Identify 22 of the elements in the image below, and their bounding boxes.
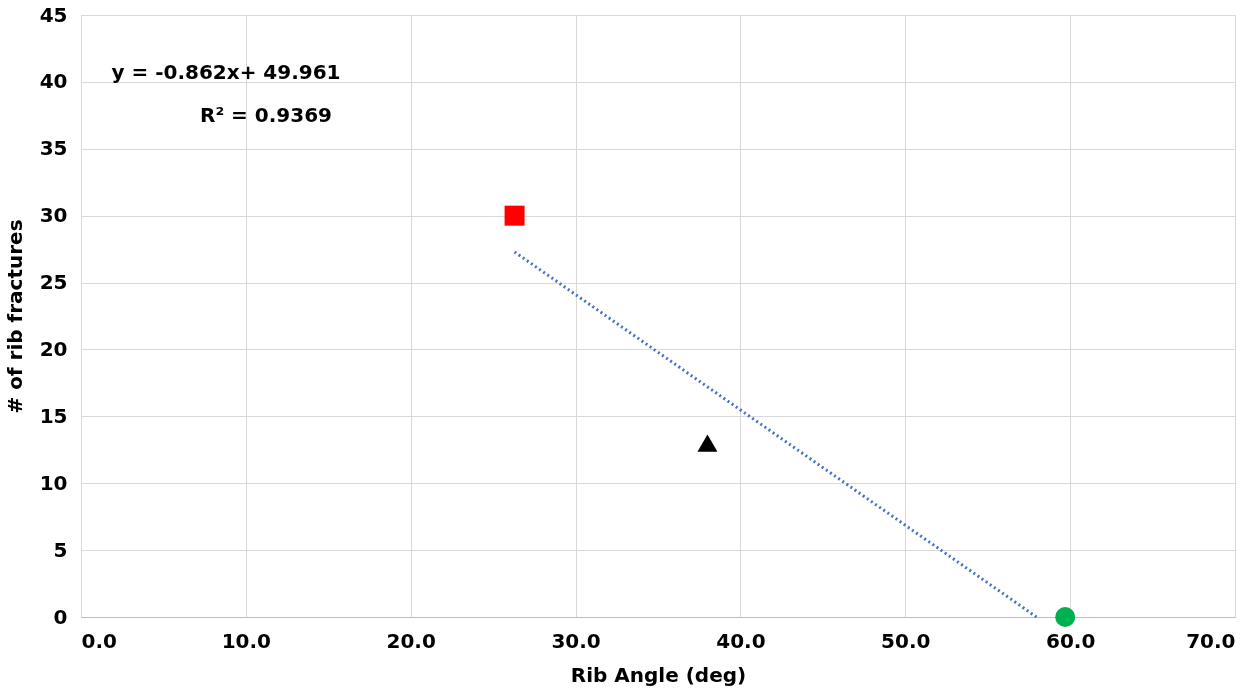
y-axis-title: # of rib fractures	[2, 219, 27, 414]
y-tick-label: 40	[39, 69, 68, 94]
annotation: R² = 0.9369	[199, 103, 333, 127]
x-tick-label: 30.0	[551, 628, 601, 653]
x-tick-label: 0.0	[81, 628, 117, 653]
x-axis-title: Rib Angle (deg)	[570, 662, 747, 687]
y-tick-label: 5	[53, 537, 68, 562]
y-tick-label: 45	[39, 2, 68, 27]
annotation: y = -0.862x+ 49.961	[111, 60, 341, 84]
y-tick-label: 15	[39, 403, 68, 428]
y-tick-label: 35	[39, 136, 68, 161]
x-tick-label: 40.0	[716, 628, 766, 653]
y-tick-label: 0	[53, 604, 68, 629]
x-tick-label: 10.0	[221, 628, 272, 653]
x-tick-label: 60.0	[1045, 628, 1096, 653]
y-tick-label: 20	[39, 336, 68, 361]
y-tick-label: 30	[39, 203, 68, 228]
x-tick-label: 70.0	[1186, 628, 1236, 653]
y-tick-label: 10	[39, 470, 68, 495]
x-tick-label: 20.0	[386, 628, 436, 653]
x-tick-label: 50.0	[881, 628, 931, 653]
y-tick-label: 25	[39, 270, 68, 295]
